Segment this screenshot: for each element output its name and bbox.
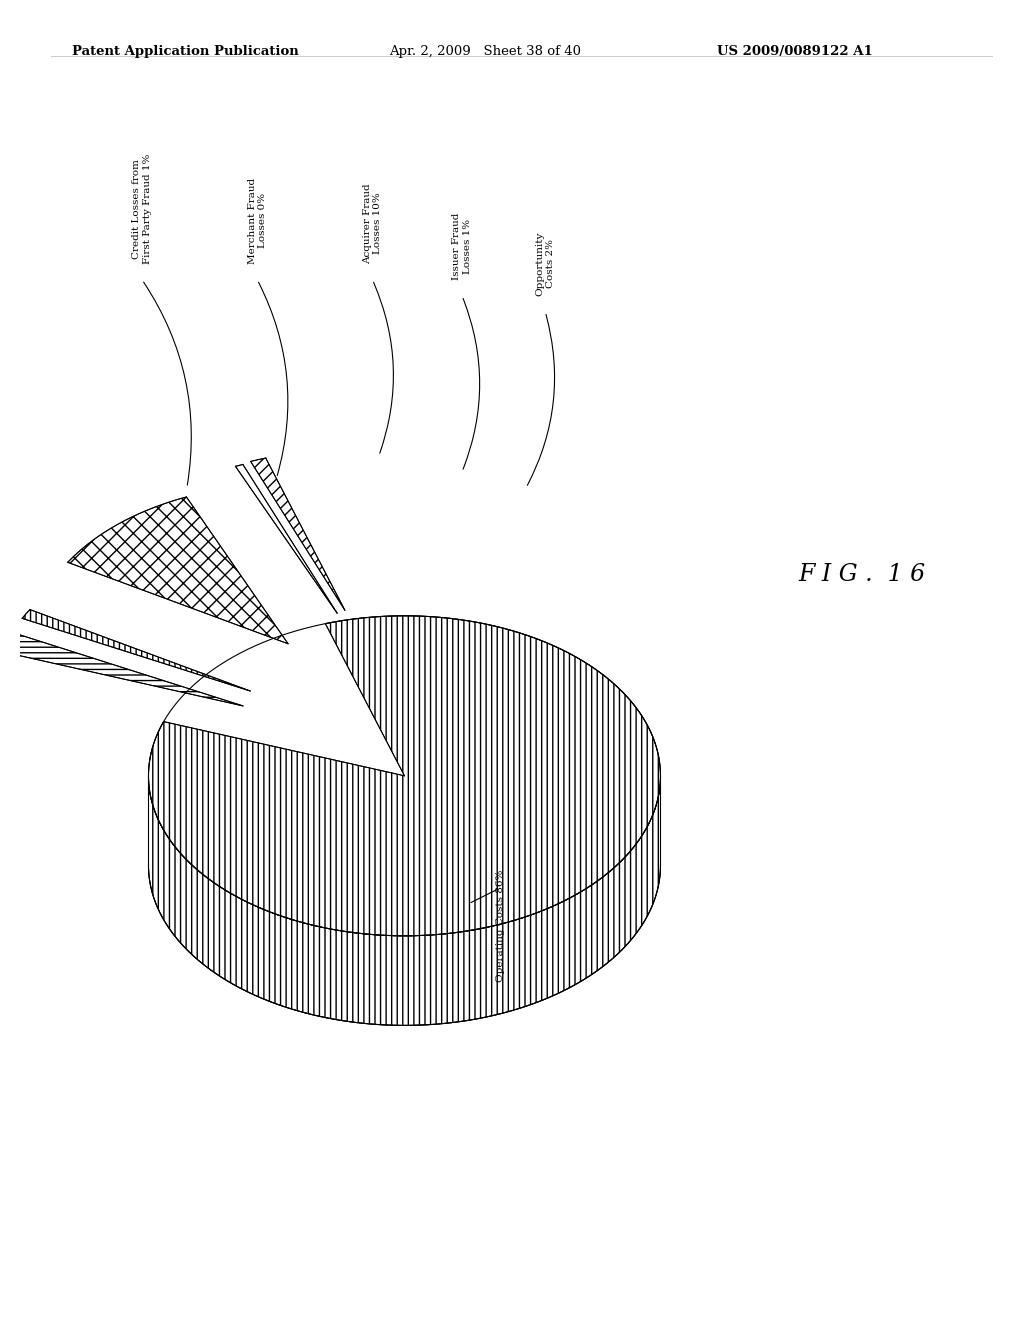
Polygon shape xyxy=(68,496,288,644)
Text: Issuer Fraud
Losses 1%: Issuer Fraud Losses 1% xyxy=(453,213,472,280)
Text: Merchant Fraud
Losses 0%: Merchant Fraud Losses 0% xyxy=(248,178,267,264)
Polygon shape xyxy=(148,616,660,936)
Text: Acquirer Fraud
Losses 10%: Acquirer Fraud Losses 10% xyxy=(362,183,382,264)
Text: Opportunity
Costs 2%: Opportunity Costs 2% xyxy=(536,231,555,296)
Text: Apr. 2, 2009   Sheet 38 of 40: Apr. 2, 2009 Sheet 38 of 40 xyxy=(389,45,582,58)
Text: Credit Losses from
First Party Fraud 1%: Credit Losses from First Party Fraud 1% xyxy=(132,153,152,264)
Text: F I G .  1 6: F I G . 1 6 xyxy=(799,562,926,586)
Polygon shape xyxy=(236,465,337,614)
Polygon shape xyxy=(2,634,243,706)
Polygon shape xyxy=(251,458,345,610)
Polygon shape xyxy=(148,776,660,1026)
Text: US 2009/0089122 A1: US 2009/0089122 A1 xyxy=(717,45,872,58)
Polygon shape xyxy=(23,610,250,690)
Text: Operating Costs 86%: Operating Costs 86% xyxy=(496,870,505,982)
Text: Patent Application Publication: Patent Application Publication xyxy=(72,45,298,58)
